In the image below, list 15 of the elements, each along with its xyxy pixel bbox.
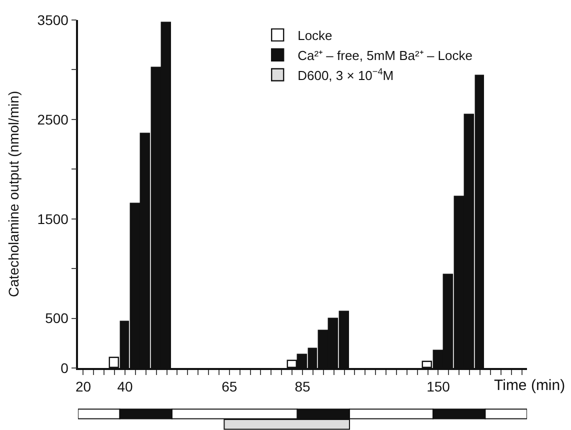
x-tick-label: 85 [294,378,310,395]
x-axis-title: Time (min) [494,377,566,394]
x-tick-label: 150 [426,378,450,395]
y-tick-label: 2500 [37,111,69,128]
x-tick-label: 65 [222,378,238,395]
legend-label: Locke [298,28,332,44]
x-tick-label: 20 [75,378,92,395]
legend-label: Ca²⁺ – free, 5mM Ba²⁺ – Locke [298,48,473,63]
y-axis-title: Catecholamine output (nmol/min) [5,90,22,298]
x-tick-label: 40 [117,378,133,395]
legend-label: D600, 3 × 10$^{−4}$M [298,66,394,83]
y-tick-label: 1500 [37,210,69,227]
y-tick-label: 500 [45,310,69,326]
y-tick-label: 3500 [37,12,69,28]
y-tick-label: 0 [60,360,69,376]
